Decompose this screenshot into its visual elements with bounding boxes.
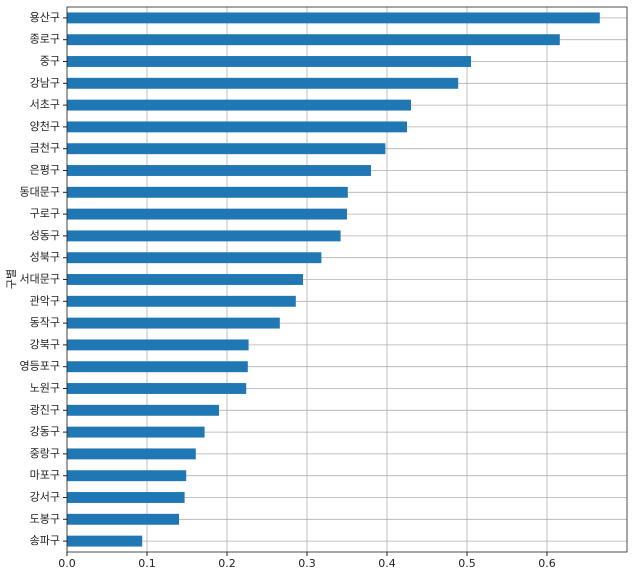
y-tick-label: 서대문구 [20, 273, 60, 286]
bar [67, 470, 187, 482]
bar [67, 361, 248, 373]
y-tick-label: 양천구 [30, 119, 60, 133]
y-tick-label: 관악구 [30, 294, 60, 307]
y-tick-label: 동작구 [30, 316, 60, 329]
y-tick-label: 노원구 [30, 382, 60, 395]
y-tick-label: 영등포구 [20, 360, 60, 373]
x-tick-label: 0.4 [378, 557, 396, 570]
bar [67, 252, 322, 264]
bar [67, 56, 471, 67]
y-tick-label: 도봉구 [30, 512, 60, 525]
y-tick-label: 마포구 [30, 469, 60, 482]
y-tick-label: 강서구 [30, 491, 60, 504]
bar [67, 339, 249, 351]
bar [67, 165, 371, 176]
bar [67, 274, 303, 285]
x-tick-label: 0.6 [538, 557, 556, 570]
y-tick-label: 강남구 [30, 76, 60, 89]
y-tick-label: 종로구 [30, 33, 60, 46]
bar [67, 535, 143, 547]
bar [67, 12, 600, 24]
y-tick-label: 중구 [40, 55, 60, 68]
y-tick-label: 은평구 [30, 164, 60, 177]
bar [67, 34, 560, 46]
y-tick-label: 중랑구 [30, 447, 60, 460]
bar [67, 77, 459, 89]
x-tick-label: 0.3 [298, 557, 316, 570]
y-tick-label: 강북구 [30, 338, 60, 351]
bar [67, 208, 347, 220]
bar [67, 317, 280, 329]
bar [67, 448, 196, 460]
y-tick-label: 서초구 [30, 98, 60, 111]
y-tick-label: 용산구 [30, 11, 60, 24]
y-tick-label: 금천구 [30, 141, 60, 155]
x-tick-label: 0.0 [58, 557, 76, 570]
y-tick-label: 구로구 [30, 207, 60, 220]
bar [67, 513, 179, 525]
bar [67, 383, 247, 394]
bar [67, 230, 341, 242]
x-tick-label: 0.2 [218, 557, 236, 570]
y-tick-label: 광진구 [30, 403, 60, 416]
y-tick-label: 강동구 [30, 425, 60, 438]
bar [67, 186, 348, 198]
x-tick-label: 0.5 [458, 557, 476, 570]
plot-frame [66, 6, 628, 553]
x-tick-label: 0.1 [138, 557, 156, 570]
bar [67, 295, 296, 307]
y-tick-label: 성동구 [30, 229, 60, 242]
bar [67, 143, 386, 155]
bar [67, 404, 219, 416]
bar [67, 121, 407, 133]
bar [67, 99, 411, 111]
y-tick-label: 성북구 [30, 251, 60, 264]
bar [67, 492, 185, 503]
y-tick-label: 동대문구 [20, 185, 60, 198]
y-tick-label: 송파구 [30, 534, 60, 547]
bar [67, 426, 205, 438]
y-axis-label: 구별 [5, 269, 18, 289]
